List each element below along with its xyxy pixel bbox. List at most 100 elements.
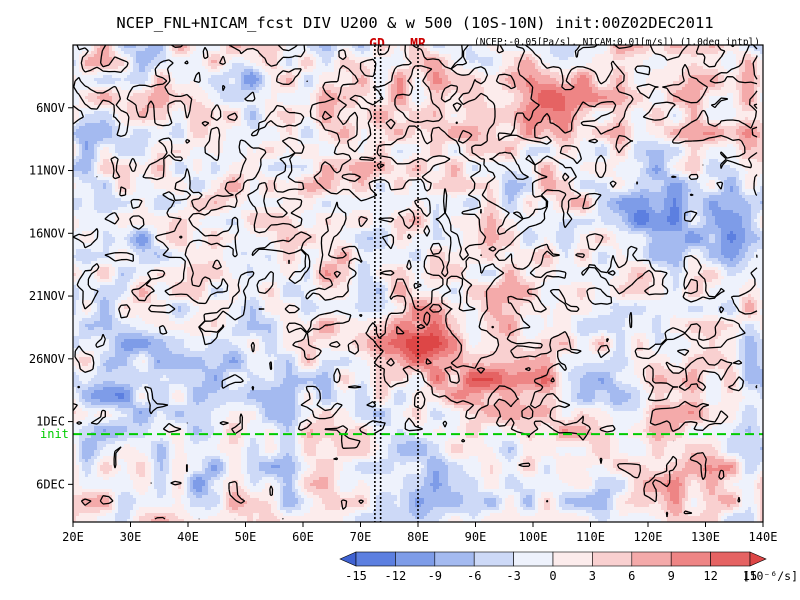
heatmap-cell [469, 54, 472, 57]
heatmap-cell [739, 48, 742, 51]
heatmap-cell [103, 54, 106, 57]
heatmap-cell [685, 48, 688, 51]
heatmap-cell [145, 57, 148, 60]
heatmap-cell [469, 48, 472, 51]
heatmap-cell [688, 51, 691, 54]
heatmap-cell [607, 48, 610, 51]
heatmap-cell [646, 51, 649, 54]
heatmap-cell [487, 48, 490, 51]
heatmap-cell [328, 57, 331, 60]
heatmap-cell [490, 54, 493, 57]
heatmap-cell [388, 54, 391, 57]
heatmap-cell [748, 54, 751, 57]
heatmap-cell [493, 57, 496, 60]
heatmap-cell [730, 48, 733, 51]
heatmap-cell [187, 57, 190, 60]
heatmap-cell [382, 48, 385, 51]
heatmap-cell [493, 54, 496, 57]
heatmap-cell [445, 54, 448, 57]
heatmap-cell [280, 54, 283, 57]
heatmap-cell [196, 48, 199, 51]
heatmap-cell [268, 57, 271, 60]
heatmap-cell [253, 57, 256, 60]
heatmap-cell [244, 57, 247, 60]
heatmap-cell [505, 51, 508, 54]
heatmap-cell [604, 48, 607, 51]
heatmap-cell [406, 51, 409, 54]
heatmap-cell [466, 48, 469, 51]
heatmap-cell [247, 54, 250, 57]
heatmap-cell [751, 48, 754, 51]
heatmap-cell [451, 48, 454, 51]
heatmap-cell [604, 51, 607, 54]
heatmap-cell [214, 54, 217, 57]
heatmap-cell [583, 48, 586, 51]
heatmap-cell [91, 54, 94, 57]
heatmap-cell [412, 57, 415, 60]
heatmap-cell [568, 57, 571, 60]
heatmap-cell [238, 54, 241, 57]
heatmap-cell [322, 51, 325, 54]
heatmap-cell [598, 48, 601, 51]
heatmap-cell [757, 51, 760, 54]
heatmap-cell [88, 48, 91, 51]
heatmap-cell [313, 48, 316, 51]
heatmap-cell [712, 48, 715, 51]
heatmap-cell [559, 57, 562, 60]
heatmap-cell [424, 51, 427, 54]
heatmap-cell [94, 54, 97, 57]
heatmap-cell [109, 57, 112, 60]
heatmap-cell [706, 54, 709, 57]
heatmap-cell [634, 54, 637, 57]
heatmap-cell [475, 51, 478, 54]
heatmap-cell [115, 48, 118, 51]
heatmap-cell [121, 48, 124, 51]
heatmap-cell [181, 57, 184, 60]
heatmap-cell [352, 51, 355, 54]
heatmap-cell [307, 51, 310, 54]
heatmap-cell [478, 54, 481, 57]
heatmap-cell [328, 48, 331, 51]
heatmap-cell [229, 57, 232, 60]
heatmap-cell [397, 51, 400, 54]
heatmap-cell [637, 54, 640, 57]
heatmap-cell [253, 54, 256, 57]
heatmap-cell [283, 51, 286, 54]
heatmap-cell [355, 54, 358, 57]
heatmap-cell [148, 48, 151, 51]
heatmap-cell [79, 51, 82, 54]
heatmap-cell [646, 48, 649, 51]
heatmap-cell [250, 57, 253, 60]
heatmap-cell [331, 57, 334, 60]
heatmap-cell [349, 48, 352, 51]
heatmap-cell [580, 51, 583, 54]
heatmap-cell [469, 57, 472, 60]
heatmap-cell [304, 57, 307, 60]
heatmap-cell [103, 57, 106, 60]
heatmap-cell [505, 57, 508, 60]
heatmap-cell [88, 54, 91, 57]
heatmap-cell [151, 57, 154, 60]
heatmap-cell [451, 54, 454, 57]
heatmap-cell [133, 51, 136, 54]
heatmap-cell [223, 51, 226, 54]
heatmap-cell [298, 57, 301, 60]
heatmap-cell [211, 57, 214, 60]
heatmap-cell [220, 51, 223, 54]
heatmap-cell [631, 48, 634, 51]
heatmap-cell [136, 57, 139, 60]
heatmap-cell [643, 54, 646, 57]
heatmap-cell [673, 54, 676, 57]
heatmap-cell [79, 54, 82, 57]
heatmap-cell [322, 57, 325, 60]
heatmap-cell [181, 48, 184, 51]
heatmap-cell [448, 51, 451, 54]
heatmap-cell [106, 54, 109, 57]
heatmap-cell [115, 51, 118, 54]
heatmap-cell [166, 51, 169, 54]
heatmap-cell [325, 51, 328, 54]
heatmap-cell [229, 51, 232, 54]
heatmap-cell [130, 51, 133, 54]
heatmap-cell [505, 54, 508, 57]
heatmap-cell [238, 57, 241, 60]
